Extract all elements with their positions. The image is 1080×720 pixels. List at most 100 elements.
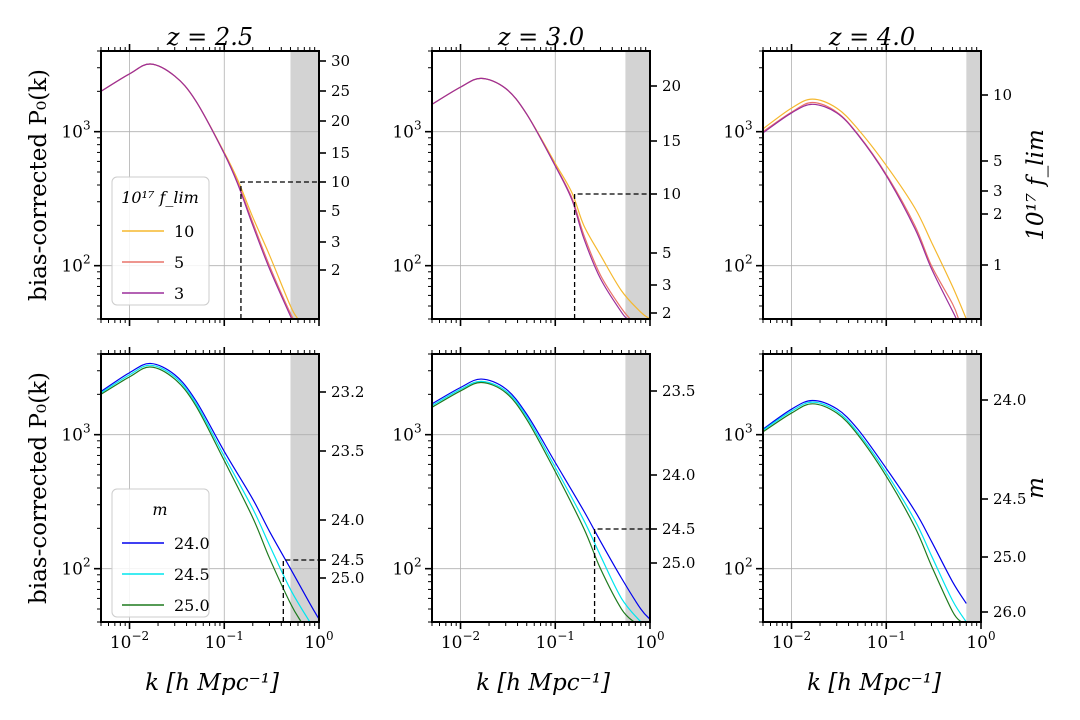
series-group [763,399,967,622]
y-tick-label: 102 [392,253,421,277]
series-group [763,98,967,319]
panel-m-z3: 102 103 10−2 10−1 100 k [h Mpc⁻¹] 23.5 24.0 24.5… [392,347,695,696]
secondary-tick-label: 2 [331,261,341,279]
panel-flim-z3: 102 103 20 15 10 5 3 2 z = 3.0 [392,23,681,326]
secondary-tick-label: 20 [662,77,681,95]
y-tick-label: 102 [723,253,752,277]
series-line-3 [432,77,629,319]
series-line-10 [432,77,650,319]
secondary-tick-label: 10 [662,185,681,203]
y-tick-label: 102 [723,556,752,580]
x-tick-label: 100 [966,629,995,653]
secondary-tick-label: 3 [993,182,1003,200]
y-tick-label: 103 [392,422,421,446]
series-group [101,362,319,622]
series-group [432,77,650,319]
cutoff-marker [282,559,319,622]
x-axis-label: k [h Mpc⁻¹] [807,670,941,696]
secondary-tick-label: 3 [331,233,341,251]
axes-frame [762,353,982,623]
secondary-tick-label: 5 [662,244,672,262]
x-tick-label: 10−1 [536,629,575,653]
secondary-tick-label: 25.0 [662,554,695,572]
secondary-tick-label: 23.5 [662,382,695,400]
series-group [432,378,650,622]
y-tick-label: 103 [392,119,421,143]
cutoff-marker [240,181,319,319]
right-axis-label-flim: 10¹⁷ f_lim [1023,129,1049,241]
y-tick-label: 102 [392,556,421,580]
y-tick-label: 103 [61,119,90,143]
x-tick-label: 10−1 [867,629,906,653]
series-group [101,63,299,319]
y-tick-label: 102 [61,253,90,277]
legend-label: 3 [174,284,184,303]
secondary-tick-label: 26.0 [993,603,1026,621]
secondary-tick-label: 25.0 [993,548,1026,566]
series-line-3 [101,63,293,319]
secondary-tick-label: 23.5 [331,442,364,460]
y-tick-label: 103 [723,119,752,143]
secondary-tick-label: 5 [993,152,1003,170]
secondary-tick-label: 20 [331,112,350,130]
shaded-region [290,354,319,622]
series-line-5 [432,77,631,319]
legend-title: m [152,500,167,519]
x-tick-label: 10−2 [772,629,811,653]
panel-title: z = 3.0 [497,23,584,51]
x-tick-label: 10−1 [205,629,244,653]
y-tick-label: 103 [723,422,752,446]
legend-title: 10¹⁷ f_lim [121,188,199,207]
legend-label: 25.0 [174,596,210,615]
x-tick-label: 100 [304,629,333,653]
shaded-region [966,354,981,622]
secondary-tick-label: 24.5 [331,551,364,569]
legend-label: 10 [174,222,194,241]
y-tick-label: 103 [61,422,90,446]
secondary-tick-label: 25 [331,82,350,100]
shaded-region [625,354,650,622]
series-line-25.0 [101,366,302,622]
shaded-region [625,51,650,319]
series-line-24.5 [763,401,967,622]
legend-label: 24.5 [174,565,210,584]
axes-frame [431,353,651,623]
y-axis-label: bias-corrected P₀(k) [26,372,52,604]
secondary-tick-label: 15 [331,144,350,162]
secondary-tick-label: 24.0 [331,511,364,529]
secondary-tick-label: 23.2 [331,383,364,401]
secondary-tick-label: 15 [662,132,681,150]
secondary-tick-label: 24.0 [993,391,1026,409]
x-axis-label: k [h Mpc⁻¹] [476,670,610,696]
right-axis-label-m: m [1023,477,1049,499]
panel-title: z = 2.5 [166,23,253,51]
secondary-tick-label: 2 [993,205,1003,223]
legend-m: m 24.0 24.5 25.0 [111,488,210,618]
secondary-tick-label: 10 [993,86,1012,104]
panel-flim-z4: 102 103 10 5 3 2 1 z = 4.0 [723,23,1012,326]
panel-m-z2.5: 102 103 10−2 10−1 100 k [h Mpc⁻¹] 23.2 23.5 24.0… [26,347,364,696]
series-line-10 [763,98,967,319]
y-axis-label: bias-corrected P₀(k) [26,69,52,301]
series-line-25.0 [432,381,635,622]
x-tick-label: 100 [635,629,664,653]
secondary-tick-label: 25.0 [331,569,364,587]
secondary-tick-label: 2 [662,304,672,322]
legend-frame [111,488,210,618]
secondary-tick-label: 1 [993,256,1003,274]
shaded-region [290,51,319,319]
series-line-5 [763,101,960,319]
x-tick-label: 10−2 [110,629,149,653]
secondary-tick-label: 3 [662,276,672,294]
legend-label: 24.0 [174,534,210,553]
series-line-25.0 [763,403,962,622]
panel-m-z4: 102 103 10−2 10−1 100 k [h Mpc⁻¹] 24.0 24.5 25.0… [723,347,1026,696]
secondary-tick-label: 24.5 [662,520,695,538]
x-axis-label: k [h Mpc⁻¹] [145,670,279,696]
x-tick-label: 10−2 [441,629,480,653]
secondary-tick-label: 24.0 [662,466,695,484]
cutoff-marker [593,528,650,622]
series-line-24.0 [432,378,650,620]
secondary-tick-label: 30 [331,52,350,70]
